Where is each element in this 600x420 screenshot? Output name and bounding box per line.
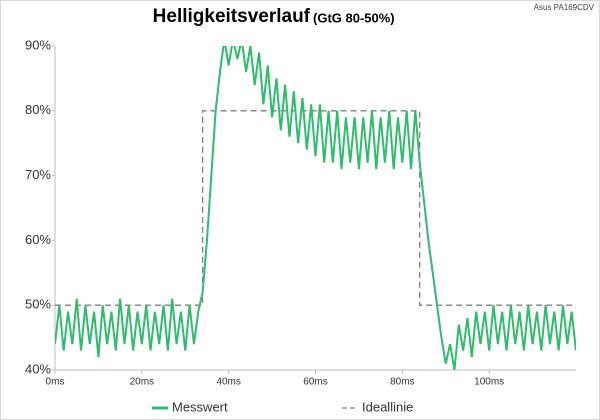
annotation: Asus PA169CDV [534, 3, 595, 12]
x-tick-label: 20ms [130, 377, 154, 388]
y-tick-label: 60% [25, 232, 51, 247]
series-line [55, 46, 576, 370]
x-tick-label: 80ms [390, 377, 414, 388]
legend-label: Messwert [172, 399, 228, 414]
x-tick-label: 100ms [474, 377, 504, 388]
plot-area [55, 46, 576, 370]
y-tick-label: 40% [25, 361, 51, 376]
x-tick-label: 40ms [216, 377, 240, 388]
x-tick-label: 60ms [303, 377, 327, 388]
y-tick-label: 90% [25, 37, 51, 52]
legend: Messwert Ideallinie [152, 399, 413, 414]
chart-title: Helligkeitsverlauf [153, 6, 311, 27]
y-tick-label: 70% [25, 167, 51, 182]
y-tick-label: 50% [25, 297, 51, 312]
y-tick-label: 80% [25, 102, 51, 117]
x-tick-label: 0ms [46, 377, 65, 388]
chart-subtitle: (GtG 80-50%) [313, 10, 395, 25]
legend-label: Ideallinie [362, 399, 413, 414]
